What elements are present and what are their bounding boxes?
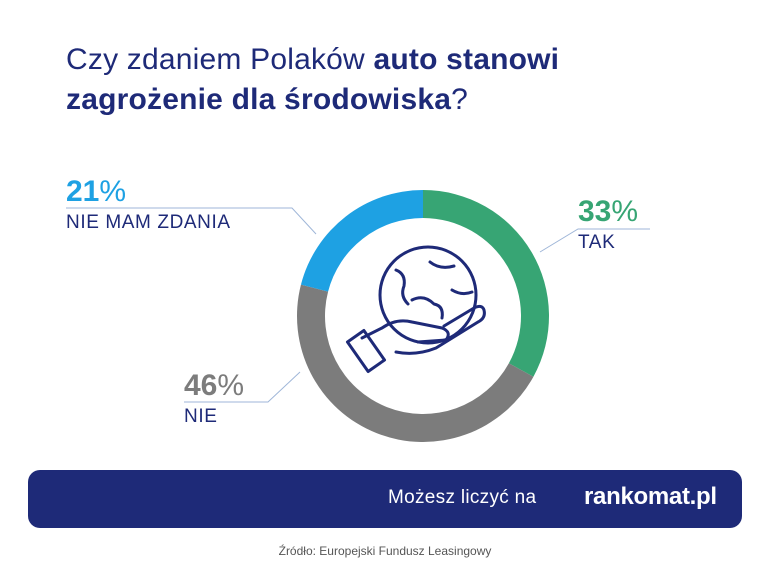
label-nmz: 21% NIE MAM ZDANIA <box>66 176 231 234</box>
leader-line-nie <box>184 371 301 403</box>
globe-in-hand-icon <box>345 245 486 373</box>
label-nmz-percent: % <box>99 175 127 208</box>
slice-nie <box>297 284 534 442</box>
label-nie-percent: % <box>217 369 245 402</box>
label-nie: 46% NIE <box>184 370 244 428</box>
label-tak-percent: % <box>611 195 639 228</box>
title-bold1: auto stanowi <box>373 43 560 76</box>
label-nmz-value: 21 <box>66 175 100 208</box>
source-note: Źródło: Europejski Fundusz Leasingowy <box>278 544 492 558</box>
footer-banner: Możesz liczyć na rankomat.pl <box>28 470 742 528</box>
label-tak-name: TAK <box>578 232 616 253</box>
label-tak: 33% TAK <box>578 196 638 254</box>
footer-text: Możesz liczyć na <box>388 487 537 508</box>
leader-line-nmz <box>66 207 317 235</box>
label-nie-value: 46 <box>184 369 218 402</box>
label-tak-value: 33 <box>578 195 612 228</box>
leader-line-tak <box>539 228 650 253</box>
label-nmz-name: NIE MAM ZDANIA <box>66 212 231 233</box>
title-part2: ? <box>451 83 469 116</box>
brand-logo[interactable]: rankomat.pl <box>584 483 717 510</box>
slice-tak <box>423 190 549 377</box>
label-nie-name: NIE <box>184 406 218 427</box>
title-part1: Czy zdaniem Polaków <box>66 43 374 76</box>
chart-title: Czy zdaniem Polaków auto stanowi zagroże… <box>66 40 746 120</box>
slice-nie-mam-zdania <box>300 190 423 292</box>
title-bold2: zagrożenie dla środowiska <box>66 83 452 116</box>
